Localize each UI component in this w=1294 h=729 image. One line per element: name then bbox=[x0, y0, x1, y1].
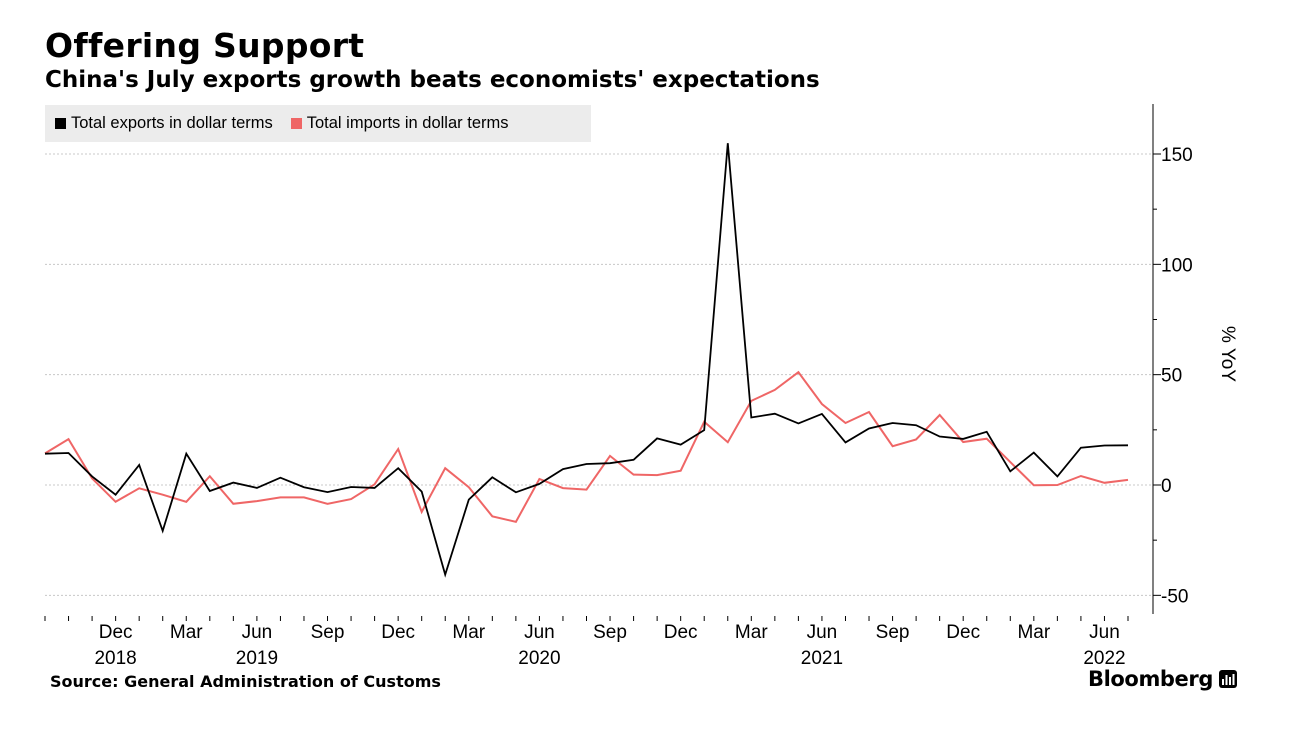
x-tick-label: Sep bbox=[311, 622, 345, 643]
legend-label-imports: Total imports in dollar terms bbox=[306, 114, 509, 132]
y-tick-label: 50 bbox=[1161, 366, 1182, 387]
y-tick-label: 0 bbox=[1161, 476, 1172, 497]
x-tick-label: Mar bbox=[170, 622, 203, 643]
x-year-label: 2018 bbox=[94, 648, 136, 669]
x-tick-label: Sep bbox=[593, 622, 627, 643]
x-tick-label: Jun bbox=[242, 622, 273, 643]
exports-series-line bbox=[44, 143, 1129, 578]
x-tick-label: Mar bbox=[452, 622, 485, 643]
bloomberg-logo: Bloomberg bbox=[1088, 667, 1237, 691]
x-tick-label: Jun bbox=[807, 622, 838, 643]
chart-title: Offering Support bbox=[45, 26, 365, 65]
x-tick-label: Dec bbox=[381, 622, 415, 643]
chart-subtitle: China's July exports growth beats econom… bbox=[45, 67, 820, 93]
x-tick-label: Mar bbox=[735, 622, 768, 643]
x-year-label: 2021 bbox=[801, 648, 843, 669]
legend-swatch-imports bbox=[290, 118, 302, 129]
y-tick-label: -50 bbox=[1161, 586, 1188, 607]
x-year-label: 2020 bbox=[518, 648, 560, 669]
x-tick-label: Dec bbox=[99, 622, 133, 643]
x-tick-label: Mar bbox=[1017, 622, 1050, 643]
x-tick-label: Dec bbox=[664, 622, 698, 643]
y-tick-label: 100 bbox=[1161, 255, 1193, 276]
y-axis-label: % YoY bbox=[1217, 326, 1238, 382]
x-tick-label: Dec bbox=[946, 622, 980, 643]
legend-item-imports: Total imports in dollar terms bbox=[290, 114, 509, 133]
bloomberg-terminal-icon bbox=[1219, 670, 1237, 688]
legend-swatch-exports bbox=[55, 118, 66, 129]
x-year-label: 2022 bbox=[1083, 648, 1125, 669]
imports-series-line bbox=[44, 370, 1129, 524]
x-tick-label: Jun bbox=[524, 622, 555, 643]
x-tick-label: Jun bbox=[1089, 622, 1120, 643]
legend-item-exports: Total exports in dollar terms bbox=[55, 114, 273, 133]
brand-text: Bloomberg bbox=[1087, 667, 1213, 691]
x-tick-label: Sep bbox=[876, 622, 910, 643]
x-year-label: 2019 bbox=[236, 648, 278, 669]
legend: Total exports in dollar terms Total impo… bbox=[45, 105, 591, 142]
legend-label-exports: Total exports in dollar terms bbox=[71, 114, 273, 132]
y-tick-label: 150 bbox=[1161, 145, 1193, 166]
source-note: Source: General Administration of Custom… bbox=[50, 672, 441, 691]
